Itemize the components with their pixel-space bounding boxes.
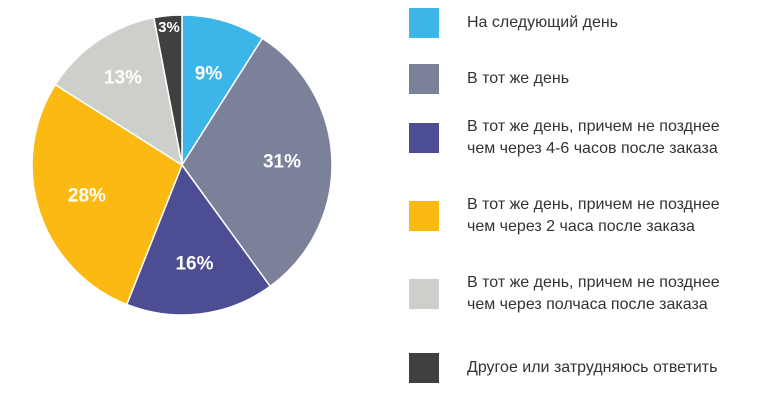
legend-item: В тот же день, причем не позднее чем чер…	[409, 194, 720, 238]
legend-swatch	[409, 279, 439, 309]
legend-label: В тот же день, причем не позднее чем чер…	[467, 196, 720, 235]
legend-label: В тот же день, причем не позднее чем чер…	[467, 274, 720, 313]
slice-value-label: 3%	[158, 19, 180, 36]
slice-value-label: 16%	[175, 254, 213, 275]
legend-label: На следующий день	[467, 14, 619, 31]
pie-slice	[125, 163, 272, 316]
legend-item: На следующий день	[409, 8, 618, 38]
pie-slice	[181, 37, 333, 288]
legend-label: Другое или затрудняюсь ответить	[467, 359, 718, 376]
legend-label: В тот же день, причем не позднее чем чер…	[467, 118, 720, 157]
pie-slice	[153, 14, 183, 166]
slice-value-label: 13%	[104, 68, 142, 89]
pie-slice	[31, 83, 183, 306]
legend-item: В тот же день	[409, 64, 569, 94]
pie-slice	[54, 16, 184, 167]
legend-swatch	[409, 8, 439, 38]
legend-label: В тот же день	[467, 70, 570, 87]
legend-item: Другое или затрудняюсь ответить	[409, 353, 717, 383]
slice-value-label: 28%	[68, 185, 106, 206]
legend-swatch	[409, 201, 439, 231]
slice-value-label: 31%	[263, 151, 301, 172]
legend-swatch	[409, 64, 439, 94]
slice-value-label: 9%	[195, 63, 223, 84]
pie-slice	[181, 14, 264, 168]
pie-chart: 9% 31% 16% 28% 13% 3%	[31, 14, 333, 316]
legend-swatch	[409, 123, 439, 153]
legend-swatch	[409, 353, 439, 383]
legend-item: В тот же день, причем не позднее чем чер…	[409, 272, 720, 316]
legend-item: В тот же день, причем не позднее чем чер…	[409, 116, 720, 160]
